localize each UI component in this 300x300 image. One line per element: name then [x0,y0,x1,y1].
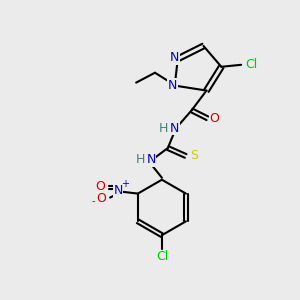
Text: Cl: Cl [156,250,168,263]
Text: S: S [190,149,199,162]
Text: N: N [170,51,179,64]
Text: N: N [168,79,178,92]
Text: -: - [92,196,95,206]
Text: O: O [96,192,106,205]
Text: N: N [113,184,123,197]
Text: Cl: Cl [245,58,257,71]
Text: +: + [121,179,129,189]
Text: O: O [209,112,219,125]
Text: N: N [146,153,156,167]
Text: O: O [95,180,105,193]
Text: H: H [159,122,169,135]
Text: N: N [170,122,179,135]
Text: H: H [135,153,145,167]
